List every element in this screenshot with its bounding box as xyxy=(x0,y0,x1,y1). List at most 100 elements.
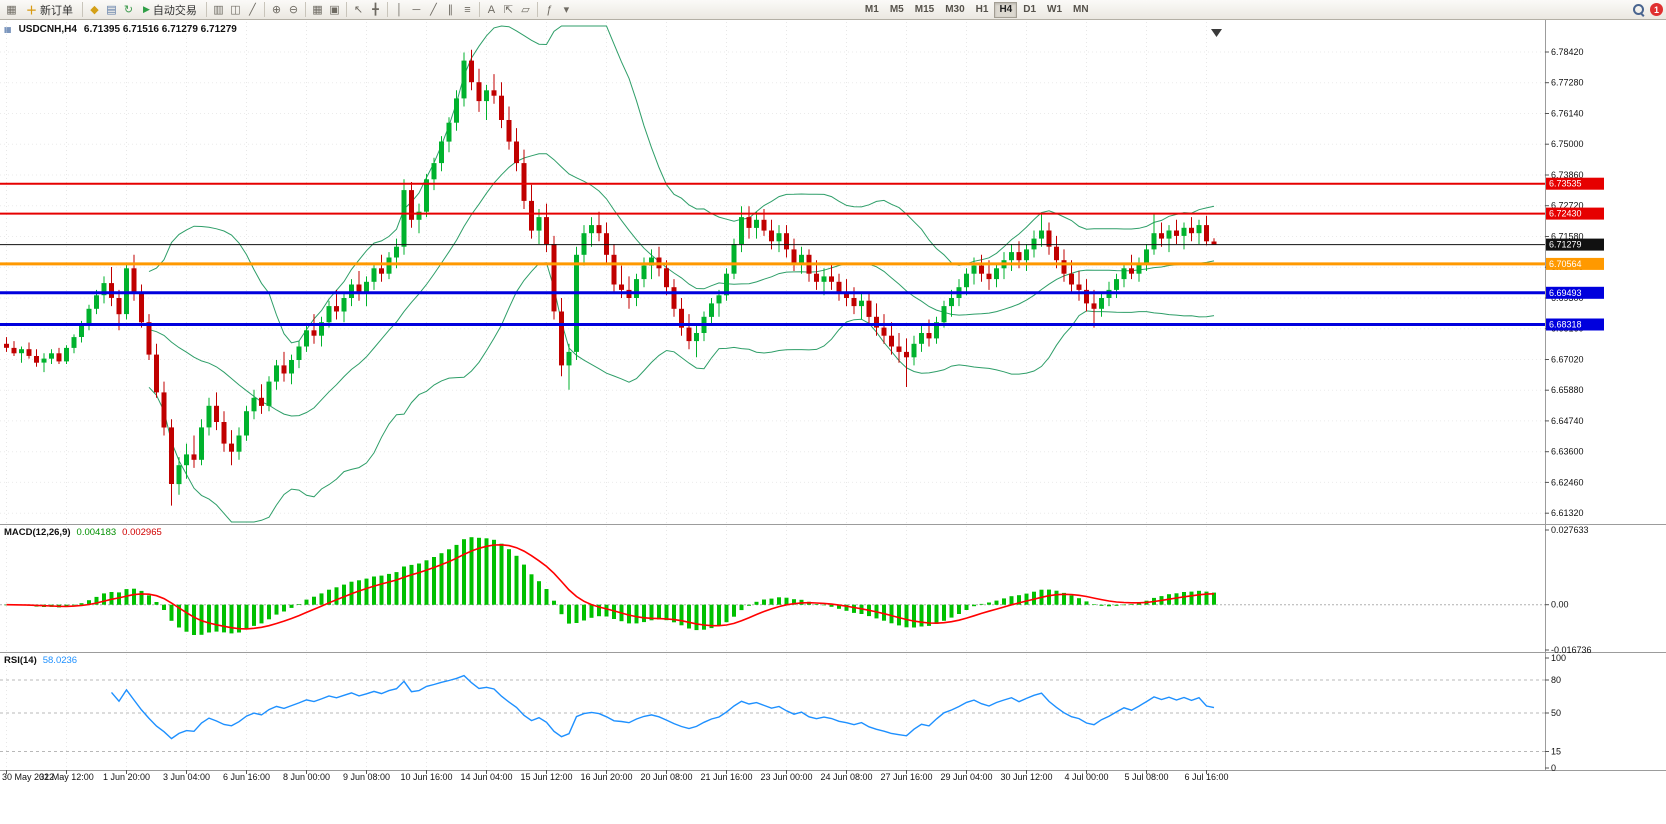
svg-text:16 Jun 20:00: 16 Jun 20:00 xyxy=(580,772,632,782)
svg-text:6.75000: 6.75000 xyxy=(1551,139,1584,149)
timeframe-m15[interactable]: M15 xyxy=(910,2,939,18)
svg-text:30 Jun 12:00: 30 Jun 12:00 xyxy=(1000,772,1052,782)
equidistant-channel-icon[interactable]: ∥ xyxy=(447,4,454,16)
text-icon[interactable]: A xyxy=(487,3,496,16)
bollinger-lower-line xyxy=(148,262,1215,523)
svg-text:6 Jul 16:00: 6 Jul 16:00 xyxy=(1184,772,1228,782)
shapes-icon[interactable]: ▱ xyxy=(521,4,530,16)
arrow-objects-icon[interactable]: ⇱ xyxy=(503,4,514,16)
toolbar-separator xyxy=(536,2,538,17)
rsi-axis-labels: 100 80 50 15 0 xyxy=(1545,653,1566,773)
svg-text:6.63600: 6.63600 xyxy=(1551,447,1584,457)
timeframe-m5[interactable]: M5 xyxy=(885,2,909,18)
svg-text:30 May 2022: 30 May 2022 xyxy=(2,772,54,782)
rsi-line xyxy=(110,674,1215,740)
crosshair-icon[interactable]: ╋ xyxy=(372,4,379,16)
candlestick-chart-icon[interactable]: ◫ xyxy=(230,4,241,16)
chart-title: ▦ USDCNH,H4 6.71395 6.71516 6.71279 6.71… xyxy=(4,24,237,35)
svg-text:3 Jun 04:00: 3 Jun 04:00 xyxy=(163,772,210,782)
svg-text:15 Jun 12:00: 15 Jun 12:00 xyxy=(520,772,572,782)
vertical-line-icon[interactable]: │ xyxy=(395,3,403,16)
chart-symbol-period: USDCNH,H4 xyxy=(18,24,77,35)
new-order-button[interactable]: ＋ 新订单 xyxy=(20,1,79,18)
time-axis-labels: 30 May 202231 May 12:00 1 Jun 20:00 3 Jun … xyxy=(2,770,1229,782)
svg-text:6.67020: 6.67020 xyxy=(1551,355,1584,365)
macd-name: MACD(12,26,9) xyxy=(4,527,71,538)
svg-text:6.71279: 6.71279 xyxy=(1549,240,1582,250)
timeframe-h4[interactable]: H4 xyxy=(994,1,1018,18)
svg-text:8 Jun 00:00: 8 Jun 00:00 xyxy=(283,772,330,782)
fibonacci-icon[interactable]: ≡ xyxy=(464,3,471,16)
svg-text:1 Jun 20:00: 1 Jun 20:00 xyxy=(103,772,150,782)
svg-text:100: 100 xyxy=(1551,653,1566,663)
price-badges: 6.73535 6.72430 6.71279 6.70564 6.69493 6.683… xyxy=(1546,177,1604,331)
svg-text:6.73860: 6.73860 xyxy=(1551,170,1584,180)
svg-text:5 Jul 08:00: 5 Jul 08:00 xyxy=(1124,772,1168,782)
time-gridlines xyxy=(6,22,1207,770)
svg-text:6 Jun 16:00: 6 Jun 16:00 xyxy=(223,772,270,782)
arrange-windows-icon[interactable]: ▣ xyxy=(329,4,340,16)
new-order-label: 新订单 xyxy=(40,4,73,17)
svg-text:0.027633: 0.027633 xyxy=(1551,525,1589,535)
zoom-out-icon[interactable]: ⊖ xyxy=(288,4,299,16)
time-scale[interactable] xyxy=(0,771,1545,784)
svg-text:23 Jun 00:00: 23 Jun 00:00 xyxy=(760,772,812,782)
svg-text:20 Jun 08:00: 20 Jun 08:00 xyxy=(640,772,692,782)
svg-text:9 Jun 08:00: 9 Jun 08:00 xyxy=(343,772,390,782)
svg-text:29 Jun 04:00: 29 Jun 04:00 xyxy=(940,772,992,782)
toolbar-separator xyxy=(205,2,207,17)
timeframe-mn[interactable]: MN xyxy=(1068,2,1094,18)
svg-text:6.78420: 6.78420 xyxy=(1551,47,1584,57)
chart-shift-marker[interactable] xyxy=(1211,29,1222,37)
bar-chart-icon[interactable]: ▥ xyxy=(213,4,224,16)
svg-text:6.72430: 6.72430 xyxy=(1549,209,1582,219)
svg-text:21 Jun 16:00: 21 Jun 16:00 xyxy=(700,772,752,782)
timeframe-w1[interactable]: W1 xyxy=(1042,2,1067,18)
svg-text:0.00: 0.00 xyxy=(1551,600,1569,610)
toolbar-separator xyxy=(345,2,347,17)
chart-window-icon[interactable]: ▦ xyxy=(6,4,17,16)
tile-windows-icon[interactable]: ▦ xyxy=(312,4,323,16)
cursor-icon[interactable]: ↖ xyxy=(353,4,364,16)
svg-text:-0.016736: -0.016736 xyxy=(1551,645,1592,655)
svg-text:4 Jul 00:00: 4 Jul 00:00 xyxy=(1064,772,1108,782)
auto-trading-button[interactable]: ▶ 自动交易 xyxy=(137,1,203,18)
indicators-icon[interactable]: ƒ xyxy=(546,3,553,16)
svg-text:6.76140: 6.76140 xyxy=(1551,109,1584,119)
market-depth-icon[interactable]: ▤ xyxy=(106,4,117,16)
svg-text:6.68318: 6.68318 xyxy=(1549,320,1582,330)
timeframe-h1[interactable]: H1 xyxy=(971,2,994,18)
toolbar-separator xyxy=(304,2,306,17)
chart-ohlc-values: 6.71395 6.71516 6.71279 6.71279 xyxy=(83,24,237,35)
line-chart-icon[interactable]: ╱ xyxy=(249,4,256,16)
svg-text:0: 0 xyxy=(1551,763,1556,773)
symbols-icon[interactable]: ◆ xyxy=(90,4,99,16)
horizontal-line-icon[interactable]: ─ xyxy=(412,3,421,16)
chart-symbol-icon: ▦ xyxy=(4,25,12,34)
rsi-label: RSI(14) 58.0236 xyxy=(4,655,77,666)
svg-text:6.77280: 6.77280 xyxy=(1551,78,1584,88)
macd-histogram xyxy=(4,537,1216,635)
svg-text:24 Jun 08:00: 24 Jun 08:00 xyxy=(820,772,872,782)
svg-text:6.65880: 6.65880 xyxy=(1551,385,1584,395)
indicators-dropdown-icon[interactable]: ▾ xyxy=(563,4,570,16)
toolbar-separator xyxy=(386,2,388,17)
timeframe-m30[interactable]: M30 xyxy=(940,2,969,18)
svg-text:80: 80 xyxy=(1551,675,1561,685)
timeframe-d1[interactable]: D1 xyxy=(1018,2,1041,18)
notification-badge[interactable]: 1 xyxy=(1650,3,1663,16)
toolbar-separator xyxy=(478,2,480,17)
community-refresh-icon[interactable]: ↻ xyxy=(123,4,134,16)
timeframe-m1[interactable]: M1 xyxy=(860,2,884,18)
main-toolbar: ▦ ＋ 新订单 ◆ ▤ ↻ ▶ 自动交易 ▥ ◫ ╱ ⊕ ⊖ ▦ ▣ ↖ ╋ │ ─ ╱ ∥ ≡ A ⇱ ▱ ƒ ▾ M… xyxy=(0,0,1666,20)
svg-text:6.69493: 6.69493 xyxy=(1549,288,1582,298)
price-scale[interactable] xyxy=(1546,20,1666,770)
trendline-icon[interactable]: ╱ xyxy=(430,4,437,16)
macd-signal-line xyxy=(6,543,1215,630)
svg-text:10 Jun 16:00: 10 Jun 16:00 xyxy=(400,772,452,782)
candlesticks-layer[interactable] xyxy=(4,49,1217,506)
horizontal-price-lines[interactable] xyxy=(0,182,1545,326)
zoom-in-icon[interactable]: ⊕ xyxy=(271,4,282,16)
search-icon[interactable] xyxy=(1631,2,1646,17)
